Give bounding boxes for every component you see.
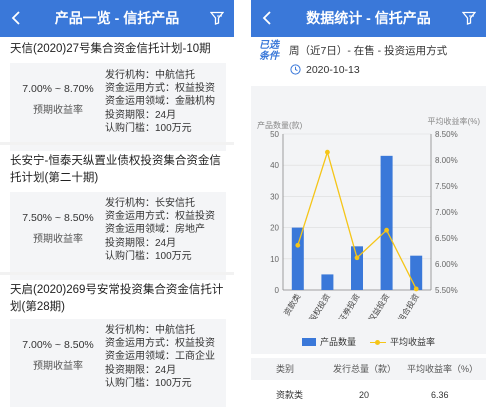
y-tick-label-right: 8.00% bbox=[435, 156, 458, 165]
column-header: 发行总量（款） bbox=[333, 364, 397, 374]
method-text: 资金运用方式：权益投资 bbox=[105, 338, 215, 350]
separator bbox=[0, 142, 234, 145]
table-cell: 资款类 bbox=[276, 390, 304, 400]
filter-button[interactable] bbox=[208, 9, 226, 27]
yield-range: 7.00% ~ 8.70% bbox=[22, 83, 94, 95]
y-tick-label-left: 40 bbox=[270, 161, 279, 170]
issuer-text: 发行机构：中航信托 bbox=[105, 70, 195, 81]
field-text: 资金运用领域：工商企业 bbox=[105, 351, 215, 363]
y-tick-label-right: 8.50% bbox=[435, 130, 458, 139]
statistics-screen: 数据统计 - 信托产品 已选条件 周（近7日）- 在售 - 投资运用方式 202… bbox=[251, 0, 486, 407]
min-amount-text: 认购门槛：100万元 bbox=[105, 377, 192, 389]
y-tick-label-left: 50 bbox=[270, 130, 279, 139]
bar bbox=[351, 246, 363, 290]
min-amount-text: 认购门槛：100万元 bbox=[105, 250, 192, 262]
bar-swatch bbox=[301, 338, 316, 347]
yield-point bbox=[413, 286, 419, 292]
back-button[interactable] bbox=[257, 8, 277, 28]
product-title[interactable]: 天启(2020)269号安常投资集合资金信托计划(第28期) bbox=[10, 284, 224, 313]
chart-legend: 产品数量 平均收益率 bbox=[251, 335, 486, 347]
column-header: 平均收益率（%） bbox=[407, 364, 479, 374]
bar bbox=[291, 227, 304, 290]
yield-point bbox=[354, 255, 360, 261]
y-tick-label-left: 10 bbox=[270, 255, 279, 264]
term-text: 投资期限：24月 bbox=[105, 364, 177, 376]
top-bar: 数据统计 - 信托产品 bbox=[251, 0, 486, 37]
bar bbox=[321, 274, 334, 290]
top-bar: 产品一览 - 信托产品 bbox=[0, 0, 234, 37]
x-tick-label: 资款类 bbox=[281, 292, 302, 318]
y-tick-label-right: 7.50% bbox=[435, 182, 458, 191]
y-tick-label-right: 6.00% bbox=[435, 260, 458, 269]
clock-icon bbox=[290, 64, 301, 75]
product-title[interactable]: 天信(2020)27号集合资金信托计划-10期 bbox=[10, 43, 211, 55]
product-title[interactable]: 长安宁-恒泰天纵置业债权投资集合资金信托计划(第二十期) bbox=[10, 155, 221, 184]
column-header: 类别 bbox=[276, 364, 295, 374]
bar bbox=[410, 255, 423, 290]
product-details: 发行机构：中航信托 资金运用方式：权益投资 资金运用领域：金融机构 投资期限：2… bbox=[105, 69, 215, 135]
y-tick-label-right: 7.00% bbox=[435, 208, 458, 217]
product-details: 发行机构：中航信托 资金运用方式：权益投资 资金运用领域：工商企业 投资期限：2… bbox=[105, 324, 215, 390]
chart-panel bbox=[251, 86, 486, 354]
period-filter[interactable]: 周（近7日）- 在售 - 投资运用方式 bbox=[289, 45, 448, 57]
table-row: 资款类 20 6.36 bbox=[251, 380, 486, 407]
yield-point bbox=[295, 242, 301, 248]
term-text: 投资期限：24月 bbox=[105, 109, 177, 121]
product-details: 发行机构：长安信托 资金运用方式：权益投资 资金运用领域：房地产 投资期限：24… bbox=[105, 197, 215, 263]
filter-icon bbox=[210, 11, 224, 25]
yield-point bbox=[384, 227, 389, 233]
chevron-left-icon bbox=[11, 11, 20, 25]
date-text: 2020-10-13 bbox=[306, 64, 360, 76]
y-tick-label-right: 6.50% bbox=[435, 234, 458, 243]
yield-range: 7.50% ~ 8.50% bbox=[22, 212, 94, 224]
page-title: 产品一览 - 信托产品 bbox=[54, 10, 180, 26]
legend-label: 平均收益率 bbox=[390, 336, 436, 347]
method-text: 资金运用方式：权益投资 bbox=[105, 83, 215, 95]
y-tick-label-right: 5.50% bbox=[435, 286, 458, 295]
filter-icon bbox=[462, 11, 476, 25]
bar bbox=[380, 155, 393, 290]
legend-label: 产品数量 bbox=[319, 336, 356, 347]
yield-range: 7.00% ~ 8.50% bbox=[22, 339, 94, 351]
y-tick-label-left: 0 bbox=[275, 286, 280, 295]
chevron-left-icon bbox=[262, 11, 271, 25]
y-axis-right-title: 平均收益率(%) bbox=[427, 117, 480, 126]
product-list-screen: 产品一览 - 信托产品 天信(2020)27号集合资金信托计划-10期 7.00… bbox=[0, 0, 234, 407]
min-amount-text: 认购门槛：100万元 bbox=[105, 122, 192, 134]
legend-item-yield[interactable]: 平均收益率 bbox=[370, 335, 435, 348]
line-swatch bbox=[370, 338, 386, 346]
table-header: 类别 发行总量（款） 平均收益率（%） bbox=[251, 358, 486, 380]
term-text: 投资期限：24月 bbox=[105, 237, 177, 249]
issuer-text: 发行机构：长安信托 bbox=[105, 198, 195, 209]
x-tick-label: 权益投资 bbox=[366, 292, 391, 319]
table-cell: 6.36 bbox=[431, 390, 449, 400]
combo-chart: 0 10 20 30 40 50 5.50% 6.00% 6.50% 7.00% 7.50% 8.00… bbox=[270, 130, 458, 319]
page-title: 数据统计 - 信托产品 bbox=[306, 10, 431, 26]
separator bbox=[0, 272, 234, 275]
yield-label: 预期收益率 bbox=[33, 234, 83, 245]
issuer-text: 发行机构：中航信托 bbox=[105, 325, 195, 336]
product-card[interactable]: 7.50% ~ 8.50% 预期收益率 发行机构：长安信托 资金运用方式：权益投… bbox=[10, 192, 226, 280]
y-tick-label-left: 20 bbox=[270, 224, 279, 233]
legend-item-count[interactable]: 产品数量 bbox=[301, 335, 356, 348]
field-text: 资金运用领域：金融机构 bbox=[105, 96, 215, 108]
product-card[interactable]: 7.00% ~ 8.50% 预期收益率 发行机构：中航信托 资金运用方式：权益投… bbox=[10, 319, 226, 407]
x-tick-label: 股权投资 bbox=[307, 292, 332, 319]
yield-label: 预期收益率 bbox=[33, 361, 83, 372]
x-tick-label: 组合投资 bbox=[395, 292, 420, 319]
back-button[interactable] bbox=[6, 8, 26, 28]
filter-button[interactable] bbox=[460, 9, 478, 27]
field-text: 资金运用领域：房地产 bbox=[105, 224, 205, 236]
yield-point bbox=[325, 149, 330, 155]
y-tick-label-left: 30 bbox=[270, 192, 279, 201]
x-tick-label: 证券投资 bbox=[336, 292, 361, 319]
selected-conditions-logo: 已选条件 bbox=[259, 40, 279, 62]
product-card[interactable]: 7.00% ~ 8.70% 预期收益率 发行机构：中航信托 资金运用方式：权益投… bbox=[10, 63, 226, 151]
yield-label: 预期收益率 bbox=[33, 105, 83, 116]
method-text: 资金运用方式：权益投资 bbox=[105, 211, 215, 223]
y-axis-left-title: 产品数量(款) bbox=[257, 121, 303, 130]
table-cell: 20 bbox=[359, 390, 370, 400]
